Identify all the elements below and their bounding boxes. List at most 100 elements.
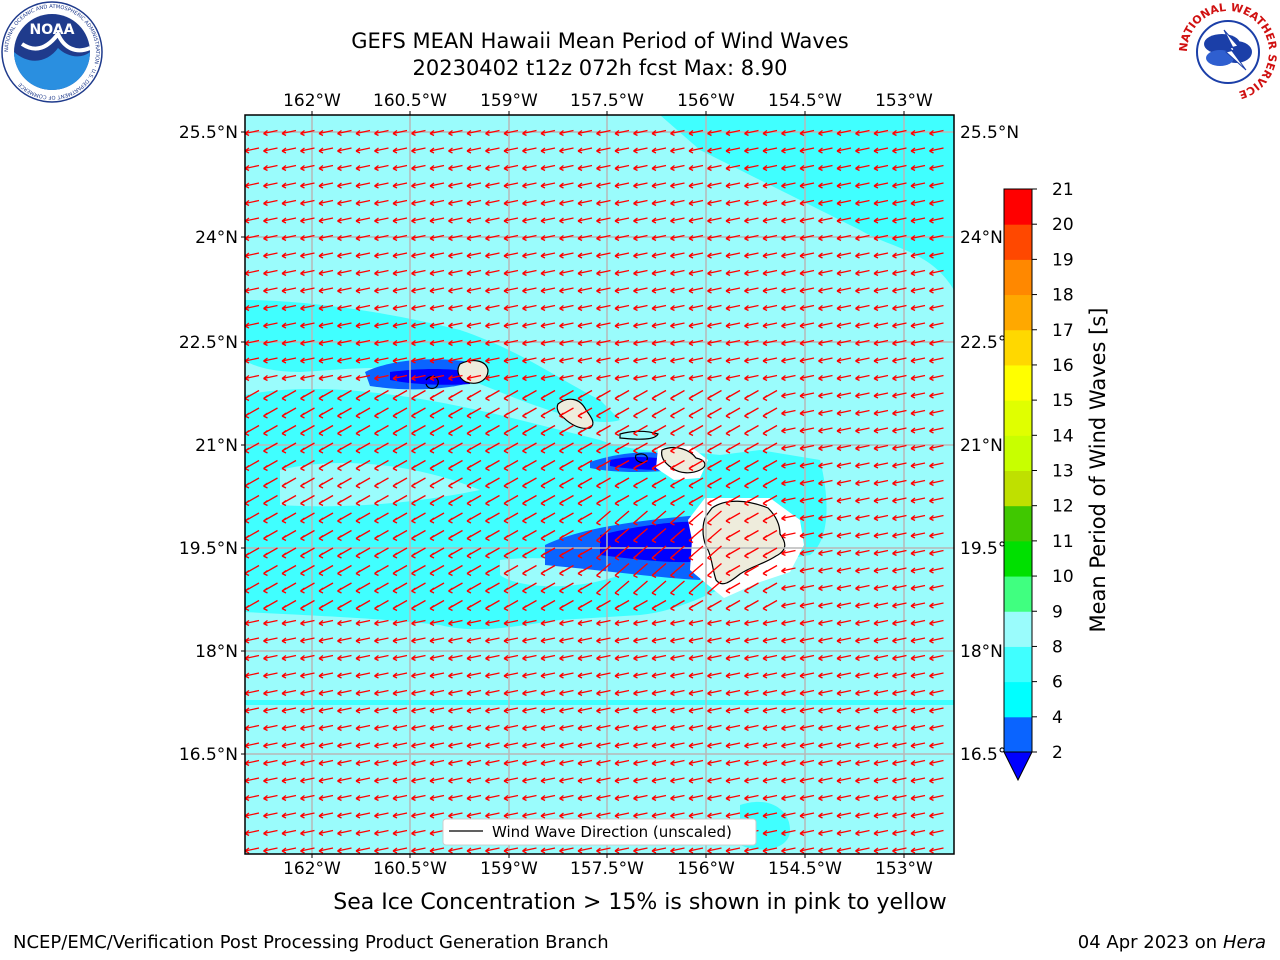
- wave-direction-arrow: [781, 269, 796, 277]
- wave-direction-arrow: [392, 794, 408, 802]
- wave-direction-arrow: [263, 654, 278, 662]
- wave-direction-arrow: [855, 637, 870, 644]
- wave-direction-arrow: [670, 812, 685, 819]
- wave-direction-arrow: [559, 512, 574, 524]
- wave-direction-arrow: [337, 339, 352, 347]
- wave-direction-arrow: [374, 599, 389, 612]
- wave-direction-arrow: [781, 847, 796, 854]
- wave-direction-arrow: [429, 129, 445, 137]
- wave-direction-arrow: [892, 602, 907, 609]
- wave-direction-arrow: [762, 269, 778, 277]
- lon-label: 159°W: [480, 859, 538, 879]
- wave-direction-arrow: [707, 637, 722, 644]
- wave-direction-arrow: [300, 847, 315, 854]
- wave-direction-arrow: [688, 510, 704, 526]
- wave-direction-arrow: [633, 510, 648, 526]
- wave-direction-arrow: [374, 199, 389, 207]
- wave-direction-arrow: [855, 374, 870, 382]
- wave-direction-arrow: [374, 512, 389, 524]
- wave-direction-arrow: [448, 599, 463, 612]
- wave-direction-arrow: [485, 512, 500, 524]
- wave-direction-arrow: [707, 217, 722, 224]
- wave-direction-arrow: [522, 672, 537, 679]
- wave-direction-arrow: [485, 322, 500, 329]
- wave-direction-arrow: [577, 199, 593, 207]
- wave-direction-arrow: [540, 477, 556, 489]
- wave-direction-arrow: [910, 164, 926, 172]
- wave-direction-arrow: [929, 742, 944, 749]
- wave-direction-arrow: [670, 777, 685, 784]
- wave-direction-arrow: [910, 514, 926, 522]
- wave-direction-arrow: [577, 304, 593, 312]
- wave-direction-arrow: [522, 389, 537, 402]
- colorbar-box: [1004, 329, 1032, 366]
- wave-direction-arrow: [781, 549, 796, 557]
- wave-direction-arrow: [522, 269, 537, 277]
- wave-direction-arrow: [744, 129, 759, 137]
- wave-direction-arrow: [522, 477, 537, 489]
- wave-direction-arrow: [651, 459, 667, 472]
- wave-direction-arrow: [448, 252, 463, 259]
- wave-direction-arrow: [818, 759, 833, 767]
- colorbar-box: [1004, 505, 1032, 542]
- wave-direction-arrow: [411, 759, 426, 767]
- wave-direction-arrow: [762, 582, 778, 594]
- wave-direction-arrow: [429, 759, 445, 767]
- wave-direction-arrow: [485, 759, 500, 767]
- wave-direction-arrow: [892, 497, 907, 504]
- wave-direction-arrow: [374, 389, 389, 402]
- wave-direction-arrow: [614, 477, 630, 489]
- wave-direction-arrow: [725, 477, 741, 489]
- wave-direction-arrow: [429, 547, 445, 559]
- wave-direction-arrow: [614, 182, 630, 189]
- colorbar-tick-label: 6: [1052, 673, 1063, 693]
- wave-direction-arrow: [281, 812, 297, 819]
- wave-direction-arrow: [762, 477, 778, 489]
- wave-direction-arrow: [411, 512, 426, 524]
- wave-direction-arrow: [577, 217, 593, 224]
- wave-direction-arrow: [281, 672, 297, 679]
- wave-direction-arrow: [577, 287, 593, 294]
- wave-direction-arrow: [836, 182, 852, 189]
- wave-direction-arrow: [707, 339, 722, 347]
- wave-direction-arrow: [466, 442, 482, 454]
- wave-direction-arrow: [392, 182, 408, 189]
- wave-direction-arrow: [448, 459, 463, 472]
- wave-direction-arrow: [910, 182, 926, 189]
- wave-direction-arrow: [836, 147, 852, 154]
- wave-direction-arrow: [633, 442, 648, 454]
- wave-direction-arrow: [929, 549, 944, 557]
- wave-direction-arrow: [300, 494, 315, 507]
- wave-direction-arrow: [466, 689, 482, 697]
- wave-direction-arrow: [263, 322, 278, 329]
- wave-direction-arrow: [485, 599, 500, 612]
- wave-direction-arrow: [688, 654, 704, 662]
- wave-direction-arrow: [392, 812, 408, 819]
- wave-direction-arrow: [836, 567, 852, 574]
- wave-direction-arrow: [337, 442, 352, 454]
- wave-direction-arrow: [725, 619, 741, 627]
- wave-direction-arrow: [485, 529, 500, 542]
- wave-direction-arrow: [466, 339, 482, 347]
- wave-direction-arrow: [614, 689, 630, 697]
- wave-direction-arrow: [485, 442, 500, 454]
- wave-direction-arrow: [614, 847, 630, 854]
- wave-direction-arrow: [799, 462, 815, 469]
- wave-direction-arrow: [633, 654, 648, 662]
- wave-direction-arrow: [762, 759, 778, 767]
- wave-direction-arrow: [818, 812, 833, 819]
- wave-direction-arrow: [355, 182, 371, 189]
- wave-direction-arrow: [762, 407, 778, 419]
- wave-direction-arrow: [485, 304, 500, 312]
- wave-direction-arrow: [540, 777, 556, 784]
- wave-direction-arrow: [577, 459, 593, 472]
- wave-direction-arrow: [910, 847, 926, 854]
- wave-direction-arrow: [318, 129, 334, 137]
- wave-direction-arrow: [411, 847, 426, 854]
- wave-direction-arrow: [337, 357, 352, 364]
- wave-direction-arrow: [485, 339, 500, 347]
- wave-direction-arrow: [559, 777, 574, 784]
- wave-direction-arrow: [392, 847, 408, 854]
- wave-direction-arrow: [411, 724, 426, 732]
